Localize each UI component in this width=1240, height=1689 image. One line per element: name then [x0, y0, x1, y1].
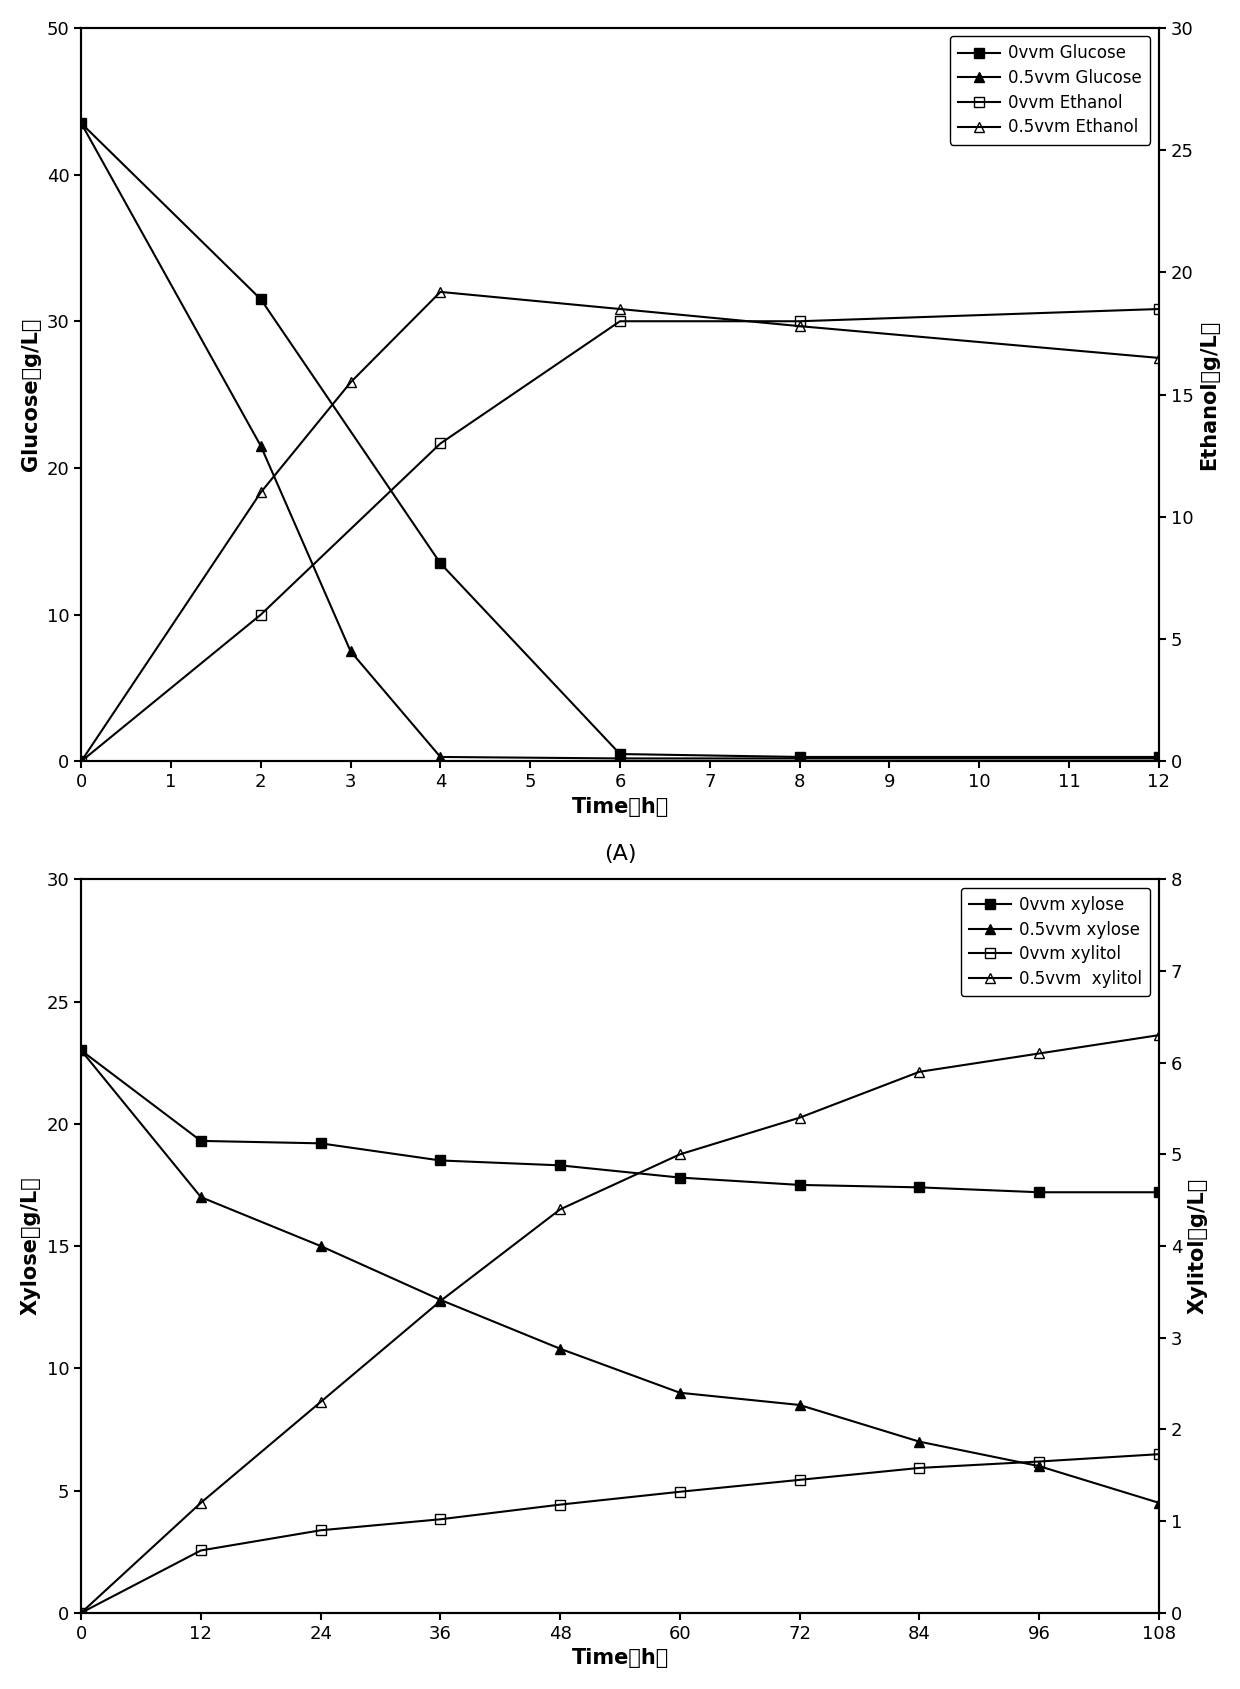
0vvm Ethanol: [253, 605, 268, 625]
0vvm xylitol: [1152, 1444, 1167, 1464]
Y-axis label: Xylitol（g/L）: Xylitol（g/L）: [1188, 1177, 1208, 1314]
0vvm Ethanol: [73, 752, 88, 772]
0vvm Glucose: [1152, 747, 1167, 767]
0.5vvm  xylitol: [792, 1108, 807, 1128]
X-axis label: Time（h）: Time（h）: [572, 797, 668, 817]
0.5vvm xylose: [433, 1290, 448, 1311]
0vvm xylose: [1032, 1182, 1047, 1203]
Y-axis label: Xylose（g/L）: Xylose（g/L）: [21, 1177, 41, 1316]
0vvm xylose: [314, 1133, 329, 1154]
0vvm xylitol: [433, 1510, 448, 1530]
0vvm Glucose: [613, 743, 627, 763]
0vvm Ethanol: [792, 311, 807, 331]
Text: (A): (A): [604, 844, 636, 865]
0.5vvm  xylitol: [314, 1392, 329, 1412]
0.5vvm  xylitol: [672, 1143, 687, 1164]
0vvm xylose: [792, 1176, 807, 1196]
Line: 0vvm xylitol: 0vvm xylitol: [77, 1449, 1163, 1618]
0vvm Ethanol: [433, 434, 448, 454]
0.5vvm  xylitol: [1032, 1044, 1047, 1064]
Line: 0vvm xylose: 0vvm xylose: [77, 1045, 1163, 1198]
0.5vvm  xylitol: [73, 1603, 88, 1623]
Y-axis label: Ethanol（g/L）: Ethanol（g/L）: [1199, 319, 1219, 470]
0.5vvm Glucose: [792, 748, 807, 768]
0vvm xylose: [1152, 1182, 1167, 1203]
0.5vvm xylose: [314, 1236, 329, 1257]
0.5vvm  xylitol: [553, 1199, 568, 1219]
0.5vvm xylose: [1152, 1493, 1167, 1513]
0.5vvm Glucose: [1152, 748, 1167, 768]
0.5vvm xylose: [1032, 1456, 1047, 1476]
0vvm Ethanol: [613, 311, 627, 331]
Line: 0vvm Glucose: 0vvm Glucose: [77, 118, 1163, 762]
0.5vvm Glucose: [253, 436, 268, 456]
Line: 0.5vvm  xylitol: 0.5vvm xylitol: [77, 1030, 1163, 1618]
0vvm xylitol: [672, 1481, 687, 1502]
0.5vvm Ethanol: [1152, 348, 1167, 368]
0.5vvm Ethanol: [433, 282, 448, 302]
0.5vvm xylose: [792, 1395, 807, 1415]
Line: 0.5vvm Ethanol: 0.5vvm Ethanol: [77, 287, 1163, 767]
0.5vvm Ethanol: [73, 752, 88, 772]
Line: 0vvm Ethanol: 0vvm Ethanol: [77, 304, 1163, 767]
0vvm Glucose: [792, 747, 807, 767]
0vvm xylitol: [792, 1469, 807, 1490]
0vvm xylitol: [1032, 1451, 1047, 1471]
0vvm xylitol: [911, 1458, 926, 1478]
0.5vvm Ethanol: [343, 372, 358, 392]
0.5vvm Glucose: [433, 747, 448, 767]
0.5vvm Glucose: [613, 748, 627, 768]
0.5vvm  xylitol: [1152, 1025, 1167, 1045]
Line: 0.5vvm xylose: 0.5vvm xylose: [77, 1045, 1163, 1508]
X-axis label: Time（h）: Time（h）: [572, 1648, 668, 1669]
0vvm Glucose: [253, 289, 268, 309]
0vvm xylose: [193, 1130, 208, 1150]
0vvm xylose: [672, 1167, 687, 1187]
0.5vvm  xylitol: [911, 1062, 926, 1083]
0.5vvm Glucose: [343, 642, 358, 662]
0vvm xylose: [433, 1150, 448, 1170]
0.5vvm Ethanol: [792, 316, 807, 336]
0vvm Glucose: [73, 113, 88, 133]
0.5vvm xylose: [553, 1339, 568, 1360]
Line: 0.5vvm Glucose: 0.5vvm Glucose: [77, 118, 1163, 763]
0vvm xylose: [553, 1155, 568, 1176]
0.5vvm  xylitol: [193, 1493, 208, 1513]
0.5vvm xylose: [672, 1383, 687, 1404]
0.5vvm Glucose: [73, 113, 88, 133]
0vvm xylose: [73, 1040, 88, 1061]
0vvm xylose: [911, 1177, 926, 1198]
0vvm xylitol: [314, 1520, 329, 1540]
0vvm Glucose: [433, 554, 448, 574]
Legend: 0vvm xylose, 0.5vvm xylose, 0vvm xylitol, 0.5vvm  xylitol: 0vvm xylose, 0.5vvm xylose, 0vvm xylitol…: [961, 888, 1151, 997]
0.5vvm xylose: [73, 1040, 88, 1061]
0.5vvm xylose: [193, 1187, 208, 1208]
0.5vvm Ethanol: [253, 483, 268, 503]
0.5vvm xylose: [911, 1432, 926, 1453]
0vvm xylitol: [193, 1540, 208, 1561]
0.5vvm Ethanol: [613, 299, 627, 319]
Legend: 0vvm Glucose, 0.5vvm Glucose, 0vvm Ethanol, 0.5vvm Ethanol: 0vvm Glucose, 0.5vvm Glucose, 0vvm Ethan…: [950, 35, 1151, 145]
0vvm Ethanol: [1152, 299, 1167, 319]
0.5vvm  xylitol: [433, 1290, 448, 1311]
Y-axis label: Glucose（g/L）: Glucose（g/L）: [21, 318, 41, 471]
0vvm xylitol: [553, 1495, 568, 1515]
0vvm xylitol: [73, 1603, 88, 1623]
